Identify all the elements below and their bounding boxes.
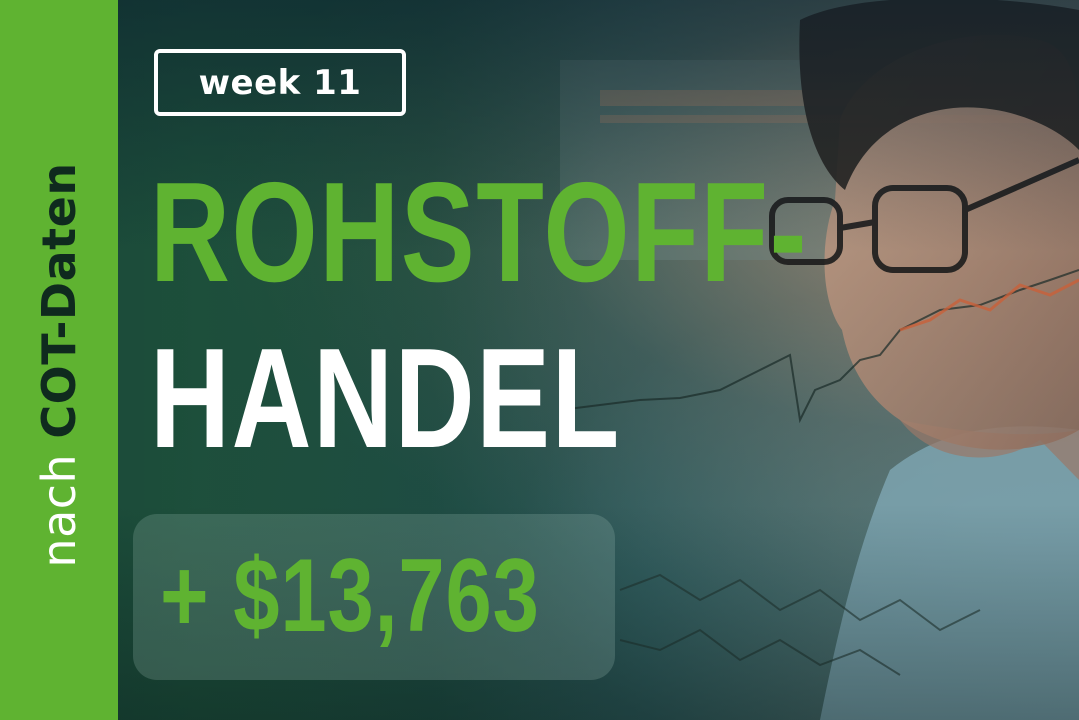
headline-line1: ROHSTOFF- xyxy=(150,153,809,312)
side-label-regular: nach xyxy=(32,438,86,568)
amount-box xyxy=(133,514,615,680)
side-label: nach COT-Daten xyxy=(32,162,86,567)
headline-line2: HANDEL xyxy=(150,319,621,478)
side-band: nach COT-Daten xyxy=(0,0,118,720)
side-label-bold: COT-Daten xyxy=(32,162,86,439)
week-badge: week 11 xyxy=(154,49,406,116)
profit-amount: + $13,763 xyxy=(160,538,540,654)
